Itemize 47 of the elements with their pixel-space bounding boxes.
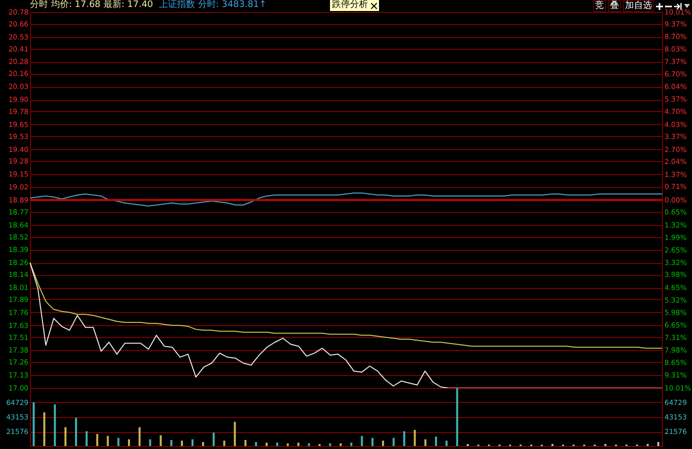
line-series [30, 192, 662, 206]
bar [223, 440, 226, 446]
bar [360, 436, 363, 446]
bar [446, 440, 448, 446]
bar [192, 439, 194, 446]
text: 叠 [608, 0, 621, 12]
bar [286, 443, 289, 446]
bar [276, 442, 278, 446]
bar [202, 442, 204, 446]
bar [86, 431, 88, 446]
bar [297, 442, 300, 446]
bar [180, 440, 183, 446]
bar [149, 439, 152, 446]
bar [266, 442, 268, 446]
bar [371, 438, 374, 446]
bar [414, 430, 416, 446]
bar [340, 443, 342, 446]
bar [212, 432, 215, 446]
text: 跌停分析 [332, 0, 368, 11]
bar [308, 443, 310, 446]
bar [138, 427, 141, 446]
bar [434, 436, 437, 446]
line-series [30, 262, 450, 388]
bar [160, 435, 162, 446]
bar [657, 442, 660, 446]
bar [54, 404, 56, 446]
bar [382, 440, 384, 446]
bar [64, 427, 66, 446]
bar [350, 442, 352, 446]
bar [75, 418, 78, 446]
text: 加自选 [623, 0, 654, 12]
bar [43, 412, 46, 446]
text: 竞 [593, 0, 606, 12]
bar [234, 422, 236, 446]
bar [244, 440, 246, 446]
bar [170, 440, 172, 446]
bar [456, 388, 458, 446]
bar [403, 431, 406, 446]
bar [392, 438, 395, 446]
bar [32, 402, 35, 446]
line-series [30, 262, 662, 349]
bar [424, 439, 426, 446]
bar [255, 442, 258, 446]
bar [329, 443, 332, 446]
bar [96, 434, 98, 446]
bar [117, 438, 120, 446]
bar [106, 436, 109, 446]
